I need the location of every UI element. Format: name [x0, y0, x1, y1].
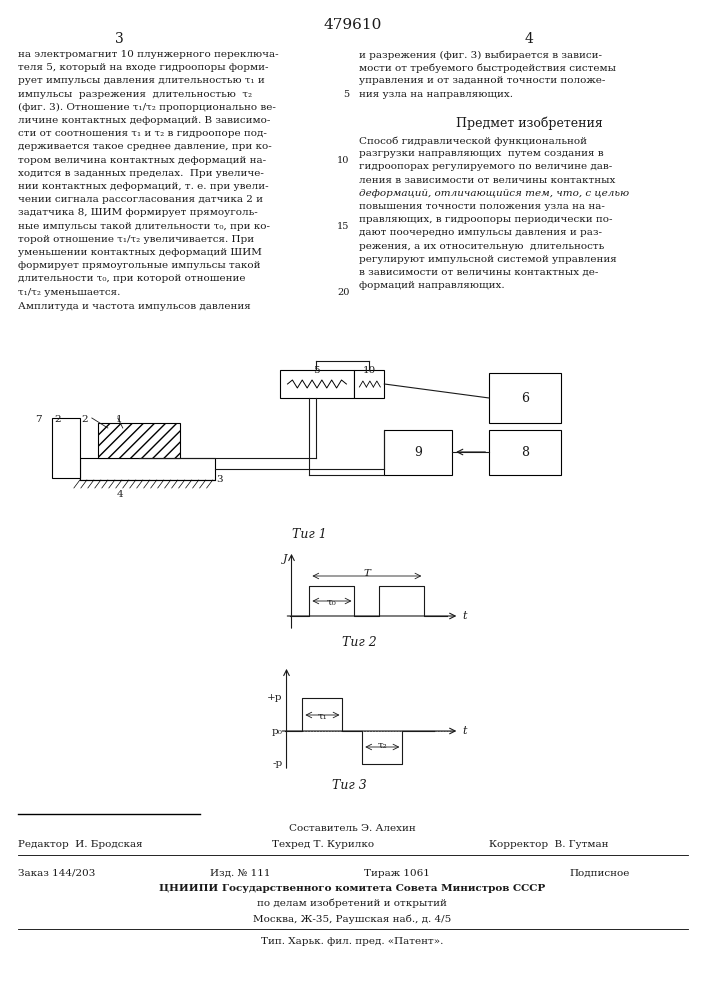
Text: Москва, Ж-35, Раушская наб., д. 4/5: Москва, Ж-35, Раушская наб., д. 4/5 — [253, 914, 452, 924]
Text: деформаций, отличающийся тем, что, с целью: деформаций, отличающийся тем, что, с цел… — [359, 189, 629, 198]
Text: теля 5, который на входе гидроопоры форми-: теля 5, который на входе гидроопоры форм… — [18, 63, 269, 72]
Text: Составитель Э. Алехин: Составитель Э. Алехин — [289, 824, 416, 833]
Text: длительности τ₀, при которой отношение: длительности τ₀, при которой отношение — [18, 274, 245, 283]
Text: (фиг. 3). Отношение τ₁/τ₂ пропорционально ве-: (фиг. 3). Отношение τ₁/τ₂ пропорциональн… — [18, 103, 276, 112]
Text: держивается такое среднее давление, при ко-: держивается такое среднее давление, при … — [18, 142, 271, 151]
Bar — [279, 370, 354, 398]
Text: 10: 10 — [363, 366, 376, 375]
Text: в зависимости от величины контактных де-: в зависимости от величины контактных де- — [359, 268, 599, 277]
Text: 5: 5 — [344, 90, 349, 99]
Bar — [52, 418, 80, 478]
Bar — [354, 370, 385, 398]
Text: τ₁: τ₁ — [317, 712, 327, 721]
Text: 2: 2 — [54, 415, 61, 424]
Text: ные импульсы такой длительности τ₀, при ко-: ные импульсы такой длительности τ₀, при … — [18, 222, 270, 231]
Text: гидроопорах регулируемого по величине дав-: гидроопорах регулируемого по величине да… — [359, 162, 613, 171]
Text: -p: -p — [272, 760, 283, 768]
Text: формирует прямоугольные импульсы такой: формирует прямоугольные импульсы такой — [18, 261, 260, 270]
Text: 8: 8 — [521, 446, 529, 458]
Text: p₀: p₀ — [271, 726, 283, 736]
Text: чении сигнала рассогласования датчика 2 и: чении сигнала рассогласования датчика 2 … — [18, 195, 263, 204]
Text: T: T — [363, 569, 370, 578]
Text: 10: 10 — [337, 156, 349, 165]
Text: ления в зависимости от величины контактных: ления в зависимости от величины контактн… — [359, 176, 616, 185]
Text: 4: 4 — [117, 490, 123, 499]
Text: ния узла на направляющих.: ния узла на направляющих. — [359, 90, 513, 99]
Text: формаций направляющих.: формаций направляющих. — [359, 281, 505, 290]
Text: и разрежения (фиг. 3) выбирается в зависи-: и разрежения (фиг. 3) выбирается в завис… — [359, 50, 602, 60]
Text: t: t — [462, 726, 467, 736]
Text: Заказ 144/203: Заказ 144/203 — [18, 869, 95, 878]
Text: τ₀: τ₀ — [327, 598, 337, 607]
Text: задатчика 8, ШИМ формирует прямоуголь-: задатчика 8, ШИМ формирует прямоуголь- — [18, 208, 258, 217]
Text: режения, а их относительную  длительность: режения, а их относительную длительность — [359, 242, 604, 251]
Text: рует импульсы давления длительностью τ₁ и: рует импульсы давления длительностью τ₁ … — [18, 76, 264, 85]
Text: +p: +p — [267, 694, 283, 702]
Text: 1: 1 — [116, 415, 122, 424]
Text: уменьшении контактных деформаций ШИМ: уменьшении контактных деформаций ШИМ — [18, 248, 262, 257]
Text: τ₁/τ₂ уменьшается.: τ₁/τ₂ уменьшается. — [18, 288, 120, 297]
Text: 7: 7 — [35, 415, 42, 424]
Text: тором величина контактных деформаций на-: тором величина контактных деформаций на- — [18, 156, 266, 165]
Text: Техред Т. Курилко: Техред Т. Курилко — [271, 840, 374, 849]
Text: 3: 3 — [115, 32, 124, 46]
Text: личине контактных деформаций. В зависимо-: личине контактных деформаций. В зависимо… — [18, 116, 270, 125]
Text: 4: 4 — [525, 32, 534, 46]
Text: Тип. Харьк. фил. пред. «Патент».: Тип. Харьк. фил. пред. «Патент». — [261, 937, 443, 946]
Text: дают поочередно импульсы давления и раз-: дают поочередно импульсы давления и раз- — [359, 228, 602, 237]
Text: управления и от заданной точности положе-: управления и от заданной точности положе… — [359, 76, 606, 85]
Text: на электромагнит 10 плунжерного переключа-: на электромагнит 10 плунжерного переключ… — [18, 50, 279, 59]
Text: 3: 3 — [216, 475, 223, 484]
Text: J: J — [283, 554, 288, 564]
Text: разгрузки направляющих  путем создания в: разгрузки направляющих путем создания в — [359, 149, 604, 158]
Bar — [489, 373, 561, 423]
Text: 5: 5 — [313, 366, 320, 375]
Text: 20: 20 — [337, 288, 349, 297]
Text: ходится в заданных пределах.  При увеличе-: ходится в заданных пределах. При увеличе… — [18, 169, 264, 178]
Text: регулируют импульсной системой управления: регулируют импульсной системой управлени… — [359, 255, 617, 264]
Text: мости от требуемого быстродействия системы: мости от требуемого быстродействия систе… — [359, 63, 617, 73]
Bar — [98, 423, 180, 458]
Text: импульсы  разрежения  длительностью  τ₂: импульсы разрежения длительностью τ₂ — [18, 90, 252, 99]
Text: 9: 9 — [414, 446, 422, 458]
Text: 6: 6 — [521, 391, 529, 404]
Text: 15: 15 — [337, 222, 349, 231]
Text: ЦНИИПИ Государственного комитета Совета Министров СССР: ЦНИИПИ Государственного комитета Совета … — [159, 884, 546, 893]
Bar — [489, 430, 561, 475]
Text: торой отношение τ₁/τ₂ увеличивается. При: торой отношение τ₁/τ₂ увеличивается. При — [18, 235, 254, 244]
Text: сти от соотношения τ₁ и τ₂ в гидроопоре под-: сти от соотношения τ₁ и τ₂ в гидроопоре … — [18, 129, 267, 138]
Text: Τиг 2: Τиг 2 — [342, 636, 377, 649]
Bar — [385, 430, 452, 475]
Text: t: t — [462, 611, 467, 621]
Text: Способ гидравлической функциональной: Способ гидравлической функциональной — [359, 136, 588, 145]
Text: 2: 2 — [81, 415, 88, 424]
Text: Изд. № 111: Изд. № 111 — [210, 869, 270, 878]
Text: правляющих, в гидроопоры периодически по-: правляющих, в гидроопоры периодически по… — [359, 215, 613, 224]
Text: повышения точности положения узла на на-: повышения точности положения узла на на- — [359, 202, 605, 211]
Text: Предмет изобретения: Предмет изобретения — [456, 116, 602, 129]
Text: Амплитуда и частота импульсов давления: Амплитуда и частота импульсов давления — [18, 302, 251, 311]
Text: Корректор  В. Гутман: Корректор В. Гутман — [489, 840, 609, 849]
Text: Тираж 1061: Тираж 1061 — [364, 869, 431, 878]
Text: Редактор  И. Бродская: Редактор И. Бродская — [18, 840, 143, 849]
Text: нии контактных деформаций, т. е. при увели-: нии контактных деформаций, т. е. при уве… — [18, 182, 269, 191]
Text: по делам изобретений и открытий: по делам изобретений и открытий — [257, 899, 448, 908]
Text: Τиг 3: Τиг 3 — [332, 779, 367, 792]
Text: 479610: 479610 — [323, 18, 382, 32]
Text: τ₂: τ₂ — [378, 741, 387, 750]
Text: Τиг 1: Τиг 1 — [292, 528, 327, 541]
Text: Подписное: Подписное — [569, 869, 629, 878]
Bar — [80, 458, 215, 480]
